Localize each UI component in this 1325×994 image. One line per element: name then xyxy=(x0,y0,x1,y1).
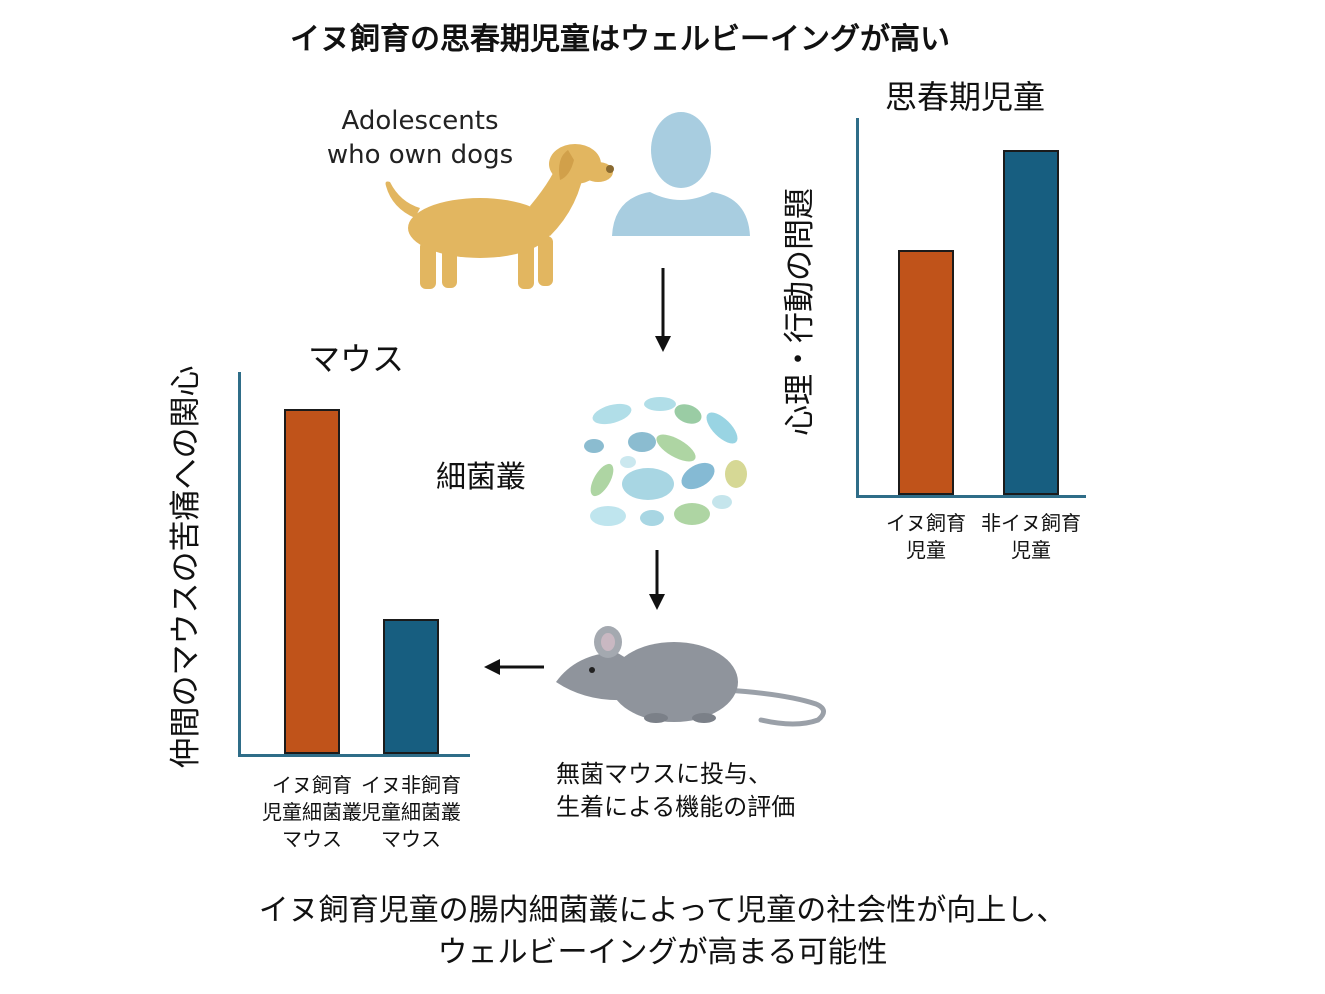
arrow-down-1 xyxy=(655,268,671,352)
adolescent-chart-title: 思春期児童 xyxy=(884,78,1045,116)
dog-icon xyxy=(385,144,614,289)
mouse-icon xyxy=(556,626,826,727)
adolescent-bar-1 xyxy=(898,250,954,495)
bacteria-cluster-icon xyxy=(584,397,747,526)
mouse-caption: 無菌マウスに投与、 生着による機能の評価 xyxy=(556,760,796,821)
adolescent-chart-y-axis xyxy=(856,118,859,498)
mouse-bar-2 xyxy=(383,619,439,754)
adolescent-tick-label-1: イヌ飼育 児童 xyxy=(886,511,966,562)
arrow-down-2 xyxy=(649,550,665,610)
conclusion-text: イヌ飼育児童の腸内細菌叢によって児童の社会性が向上し、 ウェルビーイングが高まる… xyxy=(258,893,1067,970)
microbiome-label: 細菌叢 xyxy=(436,460,526,495)
adolescent-chart-ylabel: 心理・行動の問題 xyxy=(782,188,818,436)
adolescent-tick-label-2: 非イヌ飼育 児童 xyxy=(981,511,1081,562)
adolescents-label: Adolescents who own dogs xyxy=(326,106,514,170)
arrow-left xyxy=(484,659,544,675)
mouse-chart-y-axis xyxy=(238,372,241,757)
person-icon xyxy=(612,112,750,236)
mouse-chart-ylabel: 仲間のマウスの苦痛への関心 xyxy=(168,365,204,769)
mouse-chart-title: マウス xyxy=(307,340,404,378)
mouse-bar-1 xyxy=(284,409,340,754)
mouse-tick-label-1: イヌ飼育 児童細菌叢 マウス xyxy=(262,773,362,851)
mouse-tick-label-2: イヌ非飼育 児童細菌叢 マウス xyxy=(361,773,461,851)
page-title: イヌ飼育の思春期児童はウェルビーイングが高い xyxy=(290,22,950,57)
adolescent-bar-2 xyxy=(1003,150,1059,495)
adolescent-chart-x-axis xyxy=(856,495,1086,498)
mouse-chart-x-axis xyxy=(238,754,470,757)
